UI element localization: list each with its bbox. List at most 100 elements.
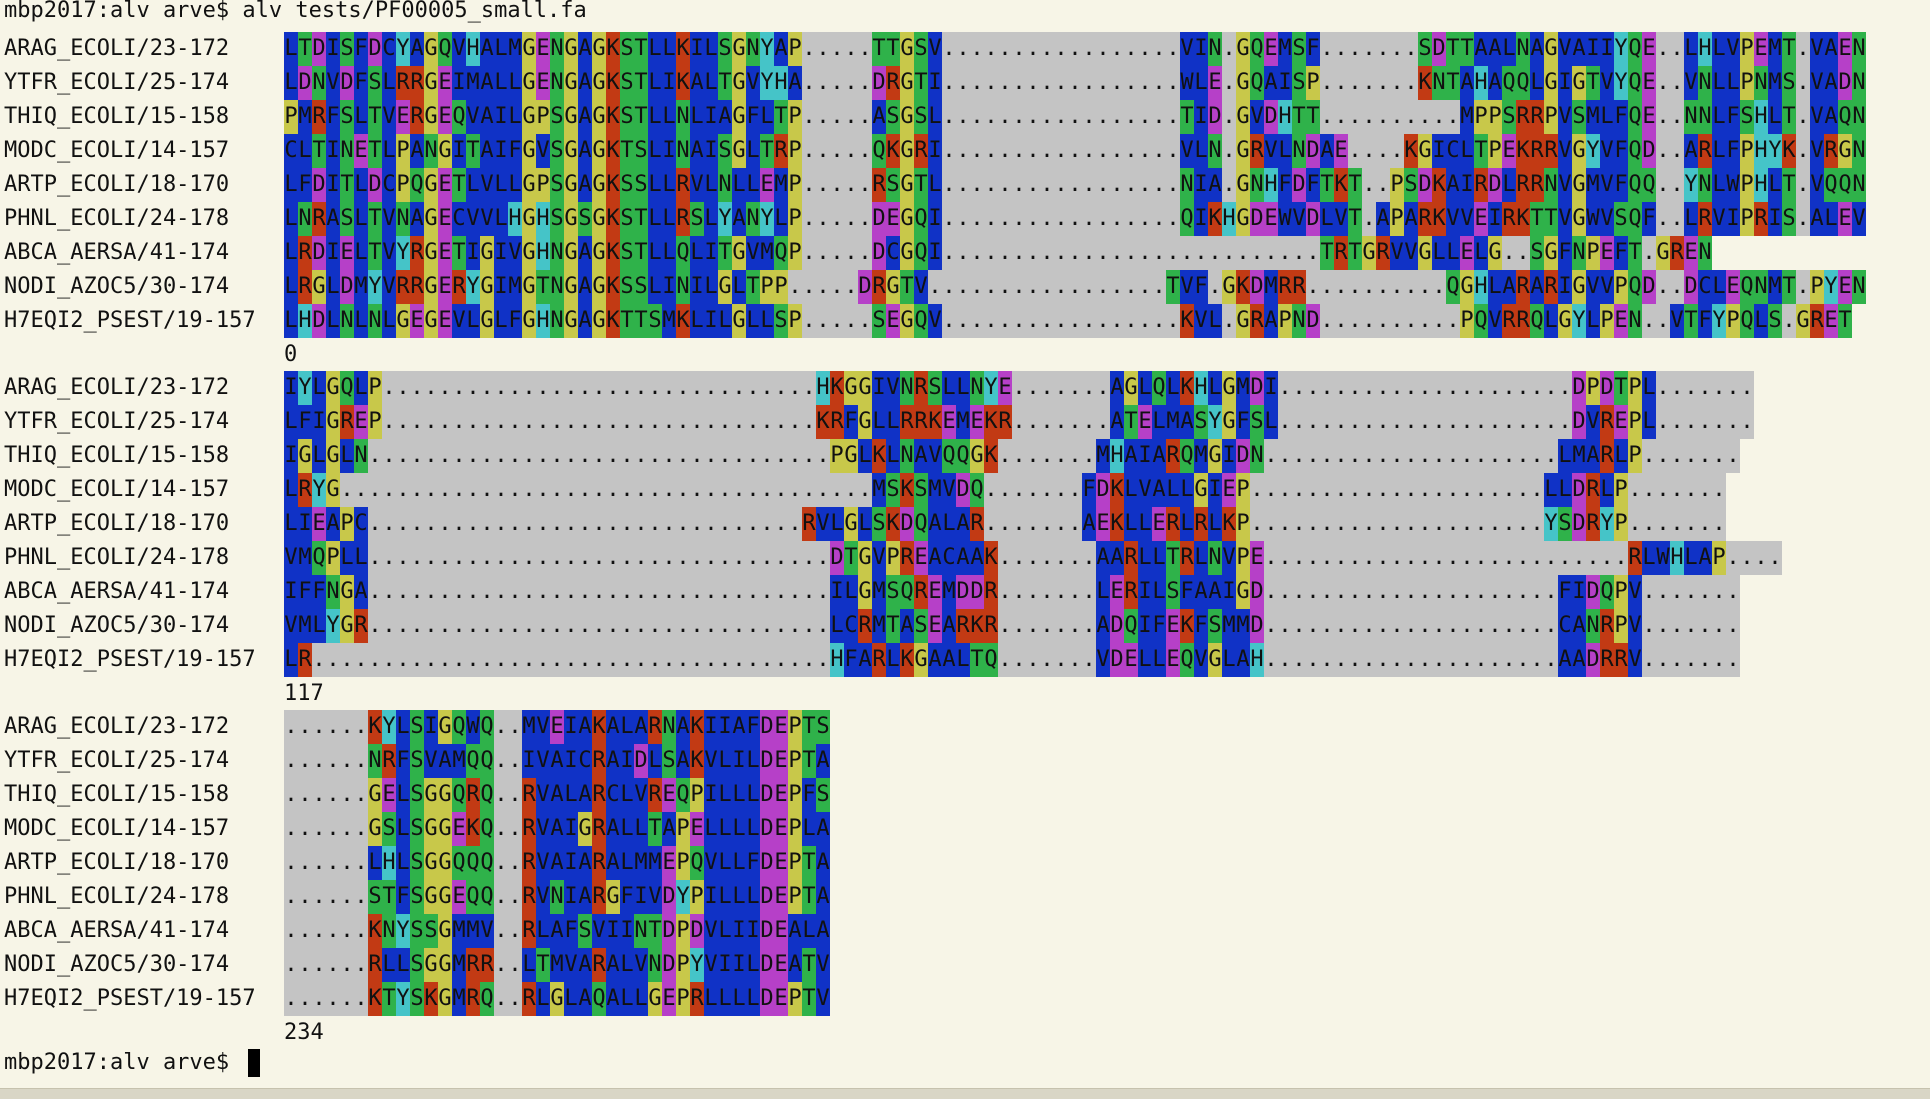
- residue: .: [1040, 643, 1054, 677]
- residue: .: [466, 541, 480, 575]
- residue: E: [1614, 405, 1628, 439]
- residue: .: [1628, 473, 1642, 507]
- residue: D: [760, 948, 774, 982]
- residue: G: [718, 270, 732, 304]
- residue: T: [368, 202, 382, 236]
- residue: S: [410, 846, 424, 880]
- residue: .: [970, 100, 984, 134]
- residue: M: [354, 270, 368, 304]
- residue: L: [368, 846, 382, 880]
- residue: E: [452, 880, 466, 914]
- residue: K: [970, 609, 984, 643]
- residue: .: [1348, 134, 1362, 168]
- residue: L: [1712, 100, 1726, 134]
- residue: Y: [690, 948, 704, 982]
- residue: E: [1642, 32, 1656, 66]
- residue: .: [662, 541, 676, 575]
- residue: .: [690, 405, 704, 439]
- residue: L: [928, 168, 942, 202]
- residue: .: [340, 812, 354, 846]
- residue: .: [1040, 100, 1054, 134]
- residue: R: [1670, 236, 1684, 270]
- residue: M: [662, 304, 676, 338]
- residue: .: [1502, 575, 1516, 609]
- residue: .: [1096, 202, 1110, 236]
- residue: .: [606, 575, 620, 609]
- residue: .: [1320, 473, 1334, 507]
- residue: L: [1096, 575, 1110, 609]
- residue: .: [1502, 236, 1516, 270]
- residue: R: [522, 846, 536, 880]
- residue: .: [466, 507, 480, 541]
- residue: R: [592, 778, 606, 812]
- residue: .: [1054, 66, 1068, 100]
- residue: L: [1712, 270, 1726, 304]
- residue: .: [1138, 134, 1152, 168]
- residue: .: [326, 914, 340, 948]
- residue: S: [620, 270, 634, 304]
- residue: R: [1516, 304, 1530, 338]
- residue: .: [956, 134, 970, 168]
- residue: N: [1180, 168, 1194, 202]
- residue: .: [1362, 32, 1376, 66]
- residue: T: [802, 948, 816, 982]
- residue: V: [1852, 202, 1866, 236]
- residue: P: [1488, 134, 1502, 168]
- residue: L: [620, 948, 634, 982]
- residue: .: [606, 439, 620, 473]
- residue: G: [1194, 473, 1208, 507]
- residue: .: [1138, 270, 1152, 304]
- residue: F: [396, 880, 410, 914]
- residue: E: [928, 575, 942, 609]
- residue: A: [578, 134, 592, 168]
- residue: G: [480, 270, 494, 304]
- residue: S: [1740, 100, 1754, 134]
- residue: .: [1390, 473, 1404, 507]
- residue: D: [1306, 304, 1320, 338]
- residue: P: [326, 541, 340, 575]
- residue: A: [578, 846, 592, 880]
- residue: .: [1348, 541, 1362, 575]
- residue: L: [942, 507, 956, 541]
- residue: R: [1516, 168, 1530, 202]
- residue: P: [1628, 439, 1642, 473]
- residue: .: [1362, 473, 1376, 507]
- residue: H: [1222, 202, 1236, 236]
- residue: V: [1558, 32, 1572, 66]
- residue: .: [326, 812, 340, 846]
- residue: .: [1348, 100, 1362, 134]
- residue: .: [816, 270, 830, 304]
- residue: T: [1460, 32, 1474, 66]
- residue: G: [424, 778, 438, 812]
- residue: .: [1026, 609, 1040, 643]
- residue: .: [1054, 202, 1068, 236]
- residue: T: [466, 134, 480, 168]
- prompt-line[interactable]: mbp2017:alv arve$: [4, 1046, 261, 1080]
- residue: .: [1390, 371, 1404, 405]
- residue: R: [1474, 168, 1488, 202]
- residue: .: [1222, 236, 1236, 270]
- residue: .: [340, 744, 354, 778]
- residue: F: [1558, 575, 1572, 609]
- residue: .: [1012, 405, 1026, 439]
- residue: I: [312, 405, 326, 439]
- residue: K: [606, 134, 620, 168]
- residue: P: [788, 304, 802, 338]
- residue: N: [1698, 168, 1712, 202]
- residue: M: [942, 575, 956, 609]
- residue: .: [1054, 134, 1068, 168]
- residue: Y: [676, 880, 690, 914]
- residue: S: [662, 744, 676, 778]
- residue: G: [326, 405, 340, 439]
- residue: H: [1474, 66, 1488, 100]
- residue: .: [298, 846, 312, 880]
- residue: L: [564, 982, 578, 1016]
- residue: .: [1110, 304, 1124, 338]
- residue: A: [1152, 439, 1166, 473]
- residue: .: [844, 32, 858, 66]
- residue: H: [1264, 168, 1278, 202]
- residue: .: [1712, 507, 1726, 541]
